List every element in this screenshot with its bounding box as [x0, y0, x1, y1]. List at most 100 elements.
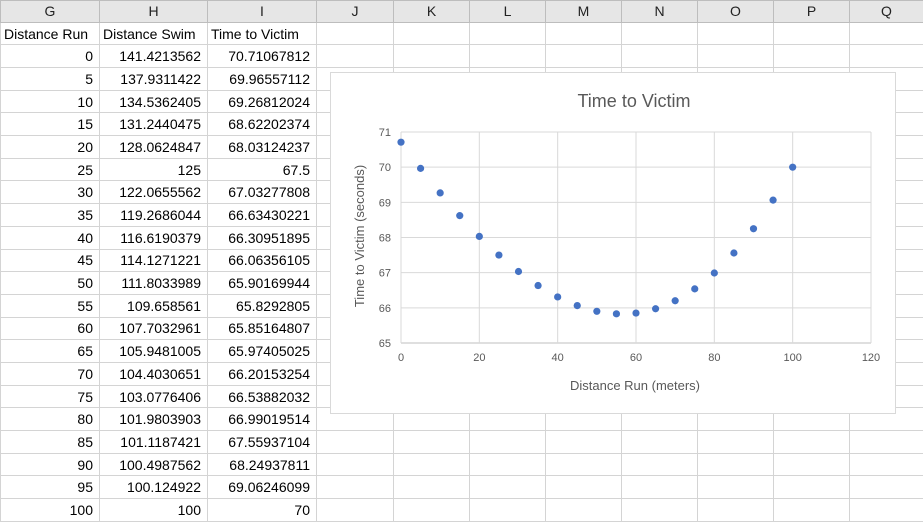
cell[interactable]: 10 [0, 89, 100, 114]
cell[interactable]: 67.55937104 [207, 430, 317, 454]
cell[interactable]: 69.06246099 [207, 475, 317, 500]
cell[interactable] [393, 452, 470, 477]
cell[interactable]: 131.2440475 [99, 112, 208, 137]
column-header[interactable]: J [316, 0, 394, 23]
cell[interactable]: 67.03277808 [207, 180, 317, 205]
cell[interactable]: 95 [0, 475, 100, 500]
cell[interactable] [393, 44, 470, 69]
cell[interactable]: 68.62202374 [207, 112, 317, 137]
cell[interactable]: 30 [0, 180, 100, 205]
cell[interactable]: 105.9481005 [99, 339, 208, 363]
cell[interactable]: 122.0655562 [99, 180, 208, 205]
data-point[interactable] [710, 269, 718, 277]
cell[interactable]: 66.06356105 [207, 248, 317, 273]
data-point[interactable] [730, 249, 738, 257]
data-point[interactable] [554, 293, 562, 301]
cell[interactable] [469, 44, 546, 69]
data-point[interactable] [749, 225, 758, 233]
cell[interactable] [697, 430, 774, 454]
cell[interactable]: 116.6190379 [99, 225, 208, 250]
cell[interactable]: 100 [99, 498, 208, 522]
cell[interactable] [393, 21, 470, 46]
cell[interactable]: 128.0624847 [99, 135, 208, 159]
cell[interactable] [316, 452, 394, 477]
cell[interactable] [773, 21, 850, 46]
cell[interactable]: 66.53882032 [207, 384, 317, 409]
cell[interactable] [393, 498, 470, 522]
scatter-chart[interactable]: Time to Victim 65 66 67 68 69 70 71 0 20 40 60 80 10… [330, 72, 896, 414]
cell[interactable] [773, 475, 850, 500]
cell[interactable]: 75 [0, 384, 100, 409]
cell[interactable]: 66.63430221 [207, 203, 317, 227]
cell[interactable] [697, 44, 774, 69]
cell[interactable] [773, 498, 850, 522]
cell[interactable] [621, 44, 698, 69]
cell[interactable] [621, 21, 698, 46]
cell[interactable] [469, 475, 546, 500]
cell[interactable]: 68.03124237 [207, 135, 317, 159]
cell[interactable] [849, 498, 923, 522]
column-header[interactable]: G [0, 0, 100, 23]
cell[interactable]: 55 [0, 293, 100, 318]
cell[interactable]: 67.5 [207, 157, 317, 182]
data-point[interactable] [632, 309, 640, 317]
data-point[interactable] [612, 310, 621, 318]
cell[interactable]: 111.8033989 [99, 271, 208, 295]
cell[interactable] [545, 498, 622, 522]
cell[interactable]: 80 [0, 407, 100, 432]
column-header[interactable]: P [773, 0, 850, 23]
cell[interactable] [697, 452, 774, 477]
cell[interactable]: 70.71067812 [207, 44, 317, 69]
cell[interactable]: 69.96557112 [207, 67, 317, 91]
cell[interactable]: 141.4213562 [99, 44, 208, 69]
cell[interactable]: 65 [0, 339, 100, 363]
cell[interactable] [849, 44, 923, 69]
cell[interactable] [697, 475, 774, 500]
cell[interactable]: 101.9803903 [99, 407, 208, 432]
cell[interactable]: 20 [0, 135, 100, 159]
cell[interactable] [545, 475, 622, 500]
data-point[interactable] [534, 281, 542, 290]
cell[interactable]: 50 [0, 271, 100, 295]
cell[interactable] [773, 452, 850, 477]
column-header[interactable]: M [545, 0, 622, 23]
cell[interactable]: 66.30951895 [207, 225, 317, 250]
cell[interactable]: 45 [0, 248, 100, 273]
cell[interactable] [545, 452, 622, 477]
cell[interactable] [621, 430, 698, 454]
data-point[interactable] [416, 164, 425, 172]
column-header[interactable]: L [469, 0, 546, 23]
data-point[interactable] [397, 138, 405, 146]
cell[interactable] [316, 498, 394, 522]
data-point[interactable] [456, 212, 464, 220]
cell[interactable] [697, 21, 774, 46]
cell[interactable]: 104.4030651 [99, 361, 208, 386]
cell[interactable] [469, 452, 546, 477]
cell[interactable]: 85 [0, 430, 100, 454]
column-header[interactable]: O [697, 0, 774, 23]
cell[interactable] [849, 21, 923, 46]
cell[interactable]: 137.9311422 [99, 67, 208, 91]
cell[interactable] [393, 430, 470, 454]
cell[interactable] [773, 430, 850, 454]
data-point[interactable] [514, 267, 523, 276]
cell[interactable]: 107.7032961 [99, 316, 208, 341]
cell[interactable]: 100.4987562 [99, 452, 208, 477]
column-header[interactable]: Q [849, 0, 923, 23]
cell[interactable] [621, 475, 698, 500]
cell[interactable] [316, 475, 394, 500]
cell[interactable]: 100.124922 [99, 475, 208, 500]
data-point[interactable] [651, 305, 660, 313]
cell[interactable] [849, 475, 923, 500]
cell[interactable]: 119.2686044 [99, 203, 208, 227]
cell[interactable]: 103.0776406 [99, 384, 208, 409]
cell[interactable] [316, 430, 394, 454]
cell[interactable]: 101.1187421 [99, 430, 208, 454]
cell[interactable] [469, 430, 546, 454]
cell[interactable] [469, 498, 546, 522]
cell[interactable]: 68.24937811 [207, 452, 317, 477]
data-point[interactable] [495, 251, 503, 259]
cell[interactable]: 66.20153254 [207, 361, 317, 386]
header-cell[interactable]: Time to Victim [207, 21, 317, 46]
cell[interactable]: 66.99019514 [207, 407, 317, 432]
